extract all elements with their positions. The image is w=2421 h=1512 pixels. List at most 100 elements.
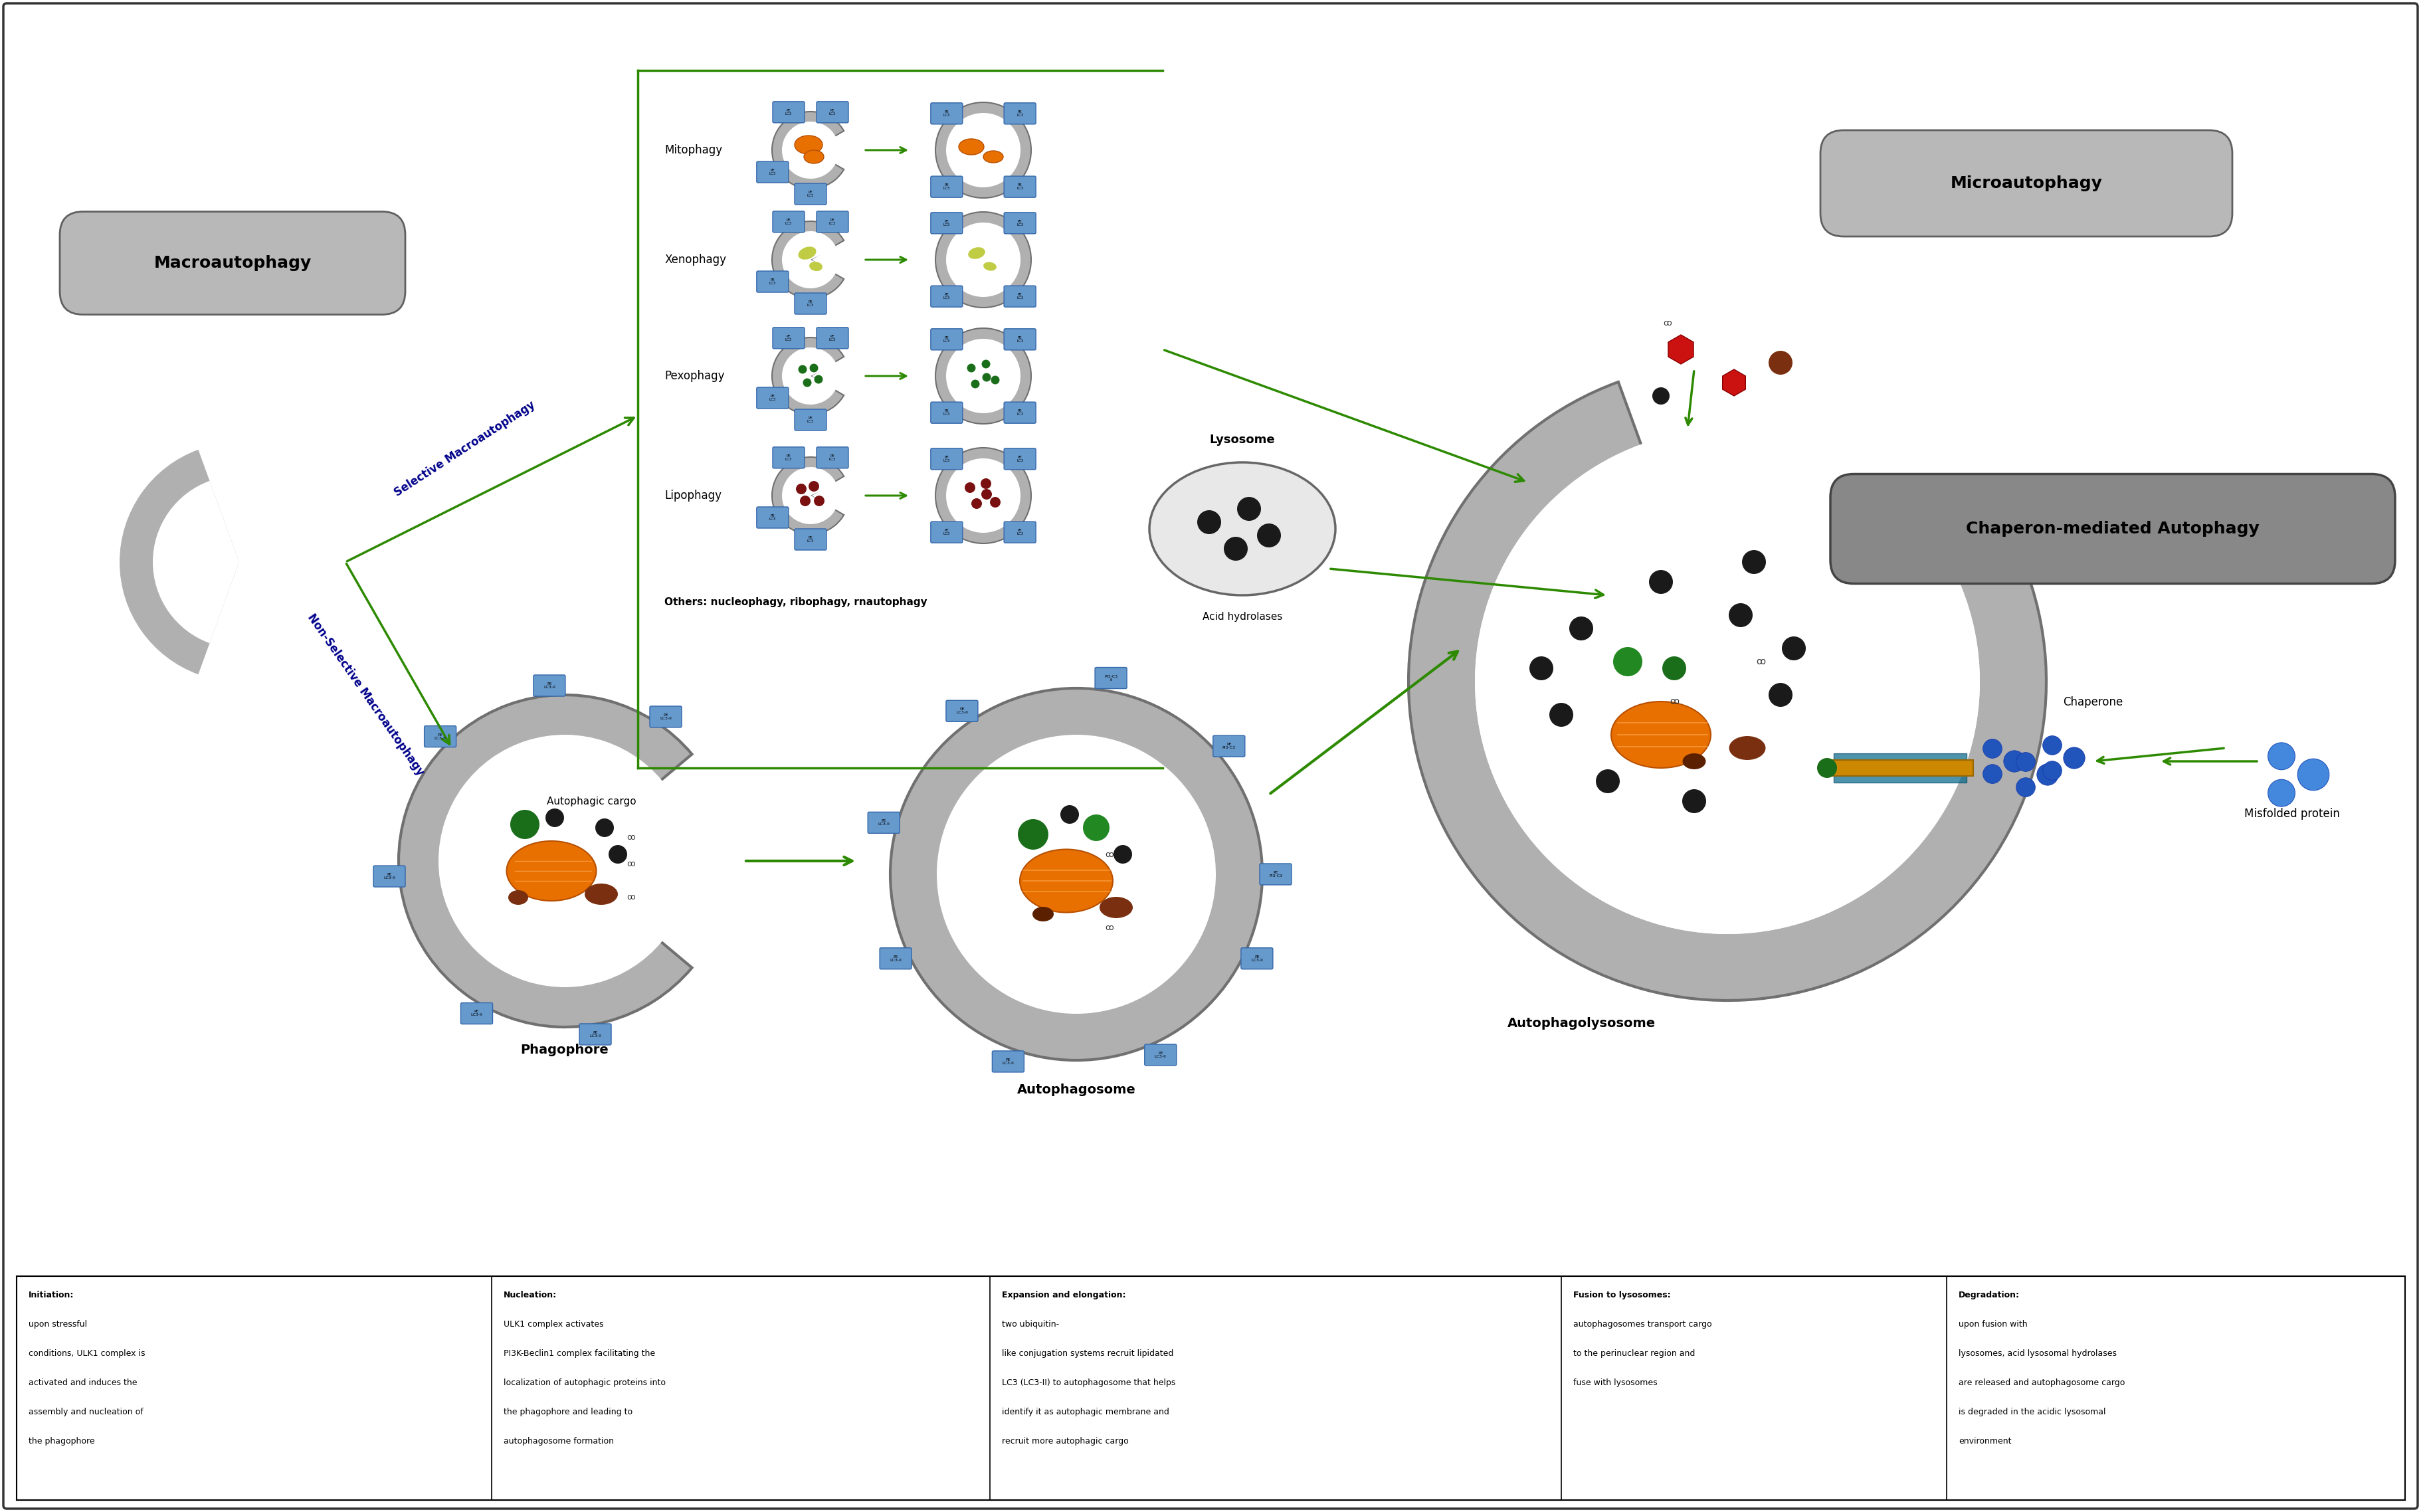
Text: Xenophagy: Xenophagy bbox=[663, 254, 726, 266]
Text: PE
LC3: PE LC3 bbox=[770, 278, 777, 284]
Text: activated and induces the: activated and induces the bbox=[29, 1379, 138, 1387]
Circle shape bbox=[947, 113, 1022, 187]
FancyBboxPatch shape bbox=[947, 700, 978, 721]
Wedge shape bbox=[438, 735, 668, 987]
Circle shape bbox=[804, 378, 811, 387]
FancyBboxPatch shape bbox=[930, 103, 964, 124]
Wedge shape bbox=[782, 348, 835, 405]
Circle shape bbox=[1818, 758, 1838, 777]
Text: PE
LC3: PE LC3 bbox=[784, 218, 792, 225]
Text: PE
LC3: PE LC3 bbox=[1017, 183, 1024, 191]
Wedge shape bbox=[772, 112, 845, 189]
Text: ULK1 complex activates: ULK1 complex activates bbox=[504, 1320, 603, 1329]
Text: the phagophore: the phagophore bbox=[29, 1436, 94, 1445]
Circle shape bbox=[990, 497, 1000, 508]
Circle shape bbox=[1223, 537, 1247, 561]
Text: Autophagolysosome: Autophagolysosome bbox=[1508, 1018, 1656, 1030]
FancyBboxPatch shape bbox=[930, 522, 964, 543]
Wedge shape bbox=[772, 337, 845, 414]
Text: PE
LC3: PE LC3 bbox=[1017, 219, 1024, 227]
Circle shape bbox=[1549, 703, 1574, 727]
Circle shape bbox=[1569, 617, 1593, 641]
Text: PE
LC3-II: PE LC3-II bbox=[1155, 1051, 1167, 1058]
Circle shape bbox=[1114, 845, 1133, 863]
FancyBboxPatch shape bbox=[930, 177, 964, 198]
Circle shape bbox=[947, 339, 1022, 413]
Text: PI3-C3
II: PI3-C3 II bbox=[1104, 674, 1119, 682]
Circle shape bbox=[2043, 761, 2063, 780]
Circle shape bbox=[2017, 777, 2036, 797]
Circle shape bbox=[1983, 765, 2002, 783]
Wedge shape bbox=[1474, 438, 1980, 934]
Circle shape bbox=[809, 481, 818, 491]
Wedge shape bbox=[119, 449, 240, 674]
Text: PE
PI3-C3: PE PI3-C3 bbox=[1223, 742, 1235, 750]
FancyBboxPatch shape bbox=[1005, 328, 1036, 349]
Circle shape bbox=[608, 845, 627, 863]
Text: PE
LC3: PE LC3 bbox=[1017, 455, 1024, 463]
Circle shape bbox=[511, 810, 540, 839]
Text: Nucleation:: Nucleation: bbox=[504, 1291, 557, 1299]
Circle shape bbox=[1683, 789, 1707, 813]
Circle shape bbox=[1782, 637, 1806, 661]
Text: Phagophore: Phagophore bbox=[521, 1043, 608, 1057]
FancyBboxPatch shape bbox=[758, 507, 789, 528]
FancyBboxPatch shape bbox=[930, 328, 964, 349]
FancyBboxPatch shape bbox=[1005, 449, 1036, 470]
Text: the phagophore and leading to: the phagophore and leading to bbox=[504, 1408, 632, 1417]
Text: PE
LC3-II: PE LC3-II bbox=[542, 682, 554, 689]
Text: identify it as autophagic membrane and: identify it as autophagic membrane and bbox=[1002, 1408, 1169, 1417]
FancyBboxPatch shape bbox=[460, 1002, 491, 1024]
Text: ꝏ: ꝏ bbox=[627, 894, 634, 901]
Text: Acid hydrolases: Acid hydrolases bbox=[1203, 612, 1283, 621]
Text: PE
LC3-II: PE LC3-II bbox=[891, 956, 901, 962]
Text: Chaperone: Chaperone bbox=[2063, 696, 2123, 708]
Text: PE
PI3-C3: PE PI3-C3 bbox=[1269, 871, 1283, 877]
FancyBboxPatch shape bbox=[772, 448, 804, 469]
Wedge shape bbox=[1409, 383, 2046, 1001]
Text: Macroautophagy: Macroautophagy bbox=[153, 256, 312, 271]
FancyBboxPatch shape bbox=[1005, 286, 1036, 307]
FancyBboxPatch shape bbox=[816, 328, 847, 349]
Text: conditions, ULK1 complex is: conditions, ULK1 complex is bbox=[29, 1349, 145, 1358]
Circle shape bbox=[2017, 753, 2036, 771]
Text: ꝏ: ꝏ bbox=[1106, 924, 1114, 931]
Circle shape bbox=[2063, 747, 2084, 768]
FancyBboxPatch shape bbox=[1821, 130, 2232, 236]
Text: PE
LC3: PE LC3 bbox=[1017, 529, 1024, 535]
FancyBboxPatch shape bbox=[816, 212, 847, 233]
FancyBboxPatch shape bbox=[993, 1051, 1024, 1072]
Circle shape bbox=[1256, 523, 1281, 547]
Text: PE
LC3-II: PE LC3-II bbox=[470, 1010, 482, 1016]
Text: PE
LC3: PE LC3 bbox=[944, 455, 949, 463]
FancyBboxPatch shape bbox=[1005, 402, 1036, 423]
Text: ꝏ: ꝏ bbox=[627, 833, 634, 842]
Text: PE
LC3: PE LC3 bbox=[1017, 293, 1024, 299]
FancyBboxPatch shape bbox=[772, 328, 804, 349]
FancyBboxPatch shape bbox=[758, 271, 789, 292]
Text: recruit more autophagic cargo: recruit more autophagic cargo bbox=[1002, 1436, 1128, 1445]
Text: to the perinuclear region and: to the perinuclear region and bbox=[1574, 1349, 1695, 1358]
Text: PE
LC3-II: PE LC3-II bbox=[956, 708, 968, 714]
Circle shape bbox=[1060, 806, 1080, 824]
Text: PE
LC3: PE LC3 bbox=[770, 514, 777, 520]
Ellipse shape bbox=[583, 883, 617, 904]
Text: PE
LC3: PE LC3 bbox=[828, 109, 835, 115]
Bar bbox=[1828, 761, 1973, 776]
FancyBboxPatch shape bbox=[424, 726, 455, 747]
Circle shape bbox=[1082, 815, 1109, 841]
Text: Chaperon-mediated Autophagy: Chaperon-mediated Autophagy bbox=[1966, 520, 2259, 537]
Text: Pexophagy: Pexophagy bbox=[663, 370, 724, 383]
Circle shape bbox=[1198, 510, 1220, 534]
Text: environment: environment bbox=[1959, 1436, 2012, 1445]
Text: upon fusion with: upon fusion with bbox=[1959, 1320, 2026, 1329]
Circle shape bbox=[1595, 770, 1620, 794]
FancyBboxPatch shape bbox=[816, 101, 847, 122]
Text: are released and autophagosome cargo: are released and autophagosome cargo bbox=[1959, 1379, 2126, 1387]
Circle shape bbox=[981, 478, 990, 488]
FancyBboxPatch shape bbox=[1005, 177, 1036, 198]
Text: Others: nucleophagy, ribophagy, rnautophagy: Others: nucleophagy, ribophagy, rnautoph… bbox=[663, 597, 927, 606]
FancyBboxPatch shape bbox=[61, 212, 404, 314]
Circle shape bbox=[964, 482, 976, 493]
Circle shape bbox=[1612, 647, 1641, 676]
